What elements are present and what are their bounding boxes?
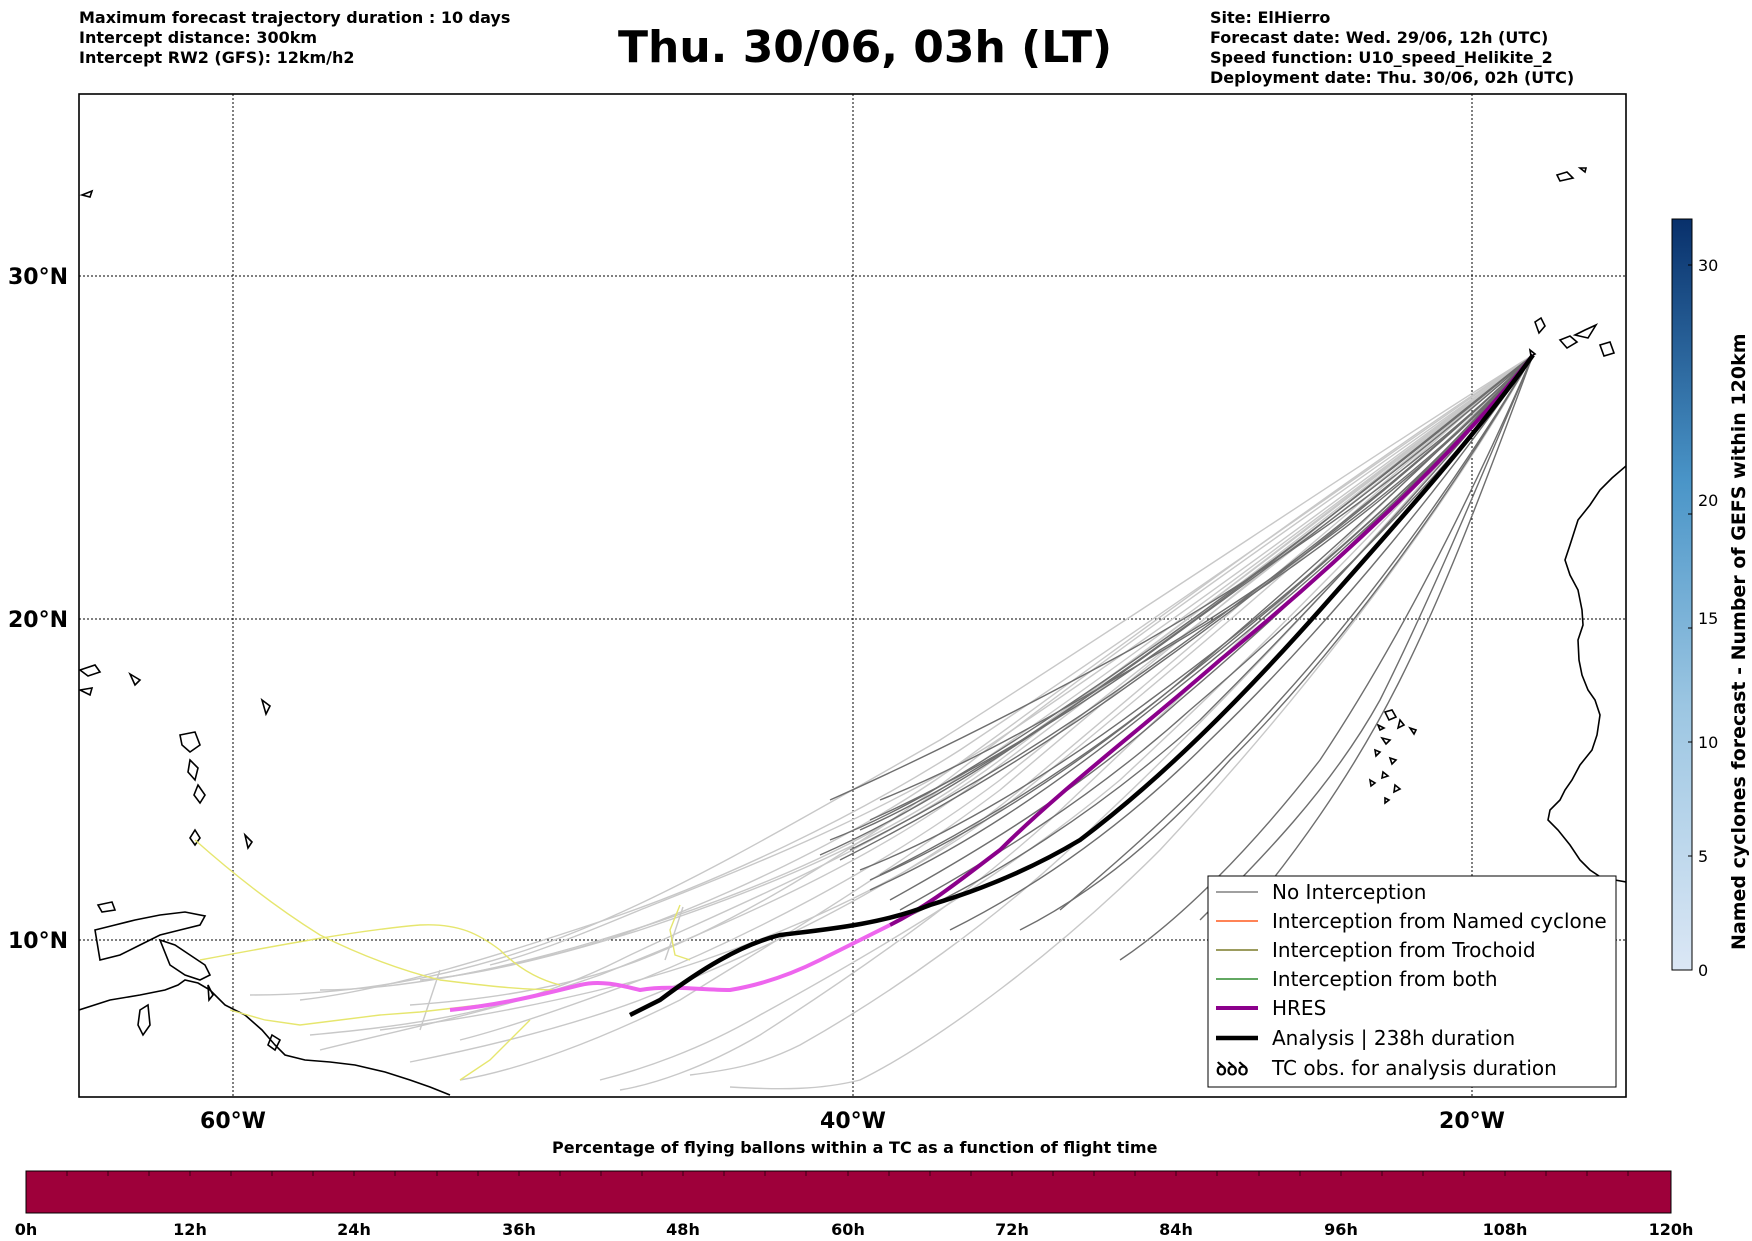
legend-item-tc-obs: TC obs. for analysis duration [1271, 1056, 1557, 1080]
hres-trajectory [889, 353, 1535, 927]
header-left-info: Maximum forecast trajectory duration : 1… [79, 8, 510, 68]
coastlines [79, 167, 1626, 1096]
lon-label-60w: 60°W [200, 1109, 266, 1134]
side-colorbar-tick-15: 15 [1698, 609, 1718, 628]
legend-item-no-interception: No Interception [1272, 880, 1426, 904]
side-colorbar-tick-30: 30 [1698, 256, 1718, 275]
bottom-colorbar-tick-24h: 24h [337, 1220, 371, 1239]
tc-obs-symbol-icon: ꝺꝺꝺ [1216, 1059, 1249, 1080]
header-right-info: Site: ElHierro Forecast date: Wed. 29/06… [1210, 8, 1574, 88]
max-duration-text: Maximum forecast trajectory duration : 1… [79, 8, 511, 27]
legend-item-named-cyclone: Interception from Named cyclone [1272, 909, 1607, 933]
bottom-colorbar-tick-48h: 48h [666, 1220, 700, 1239]
analysis-trajectory [628, 353, 1535, 1018]
side-colorbar: 0 5 10 15 20 30 Named cyclones forecast … [1671, 218, 1750, 980]
ensemble-trajectories-light [249, 354, 1534, 1091]
side-colorbar-tick-20: 20 [1698, 491, 1718, 510]
legend-item-trochoid: Interception from Trochoid [1272, 938, 1536, 962]
map-legend: ꝺꝺꝺ No Interception Interception from Na… [1207, 875, 1617, 1088]
side-colorbar-tick-5: 5 [1698, 847, 1708, 866]
bottom-colorbar-tick-72h: 72h [995, 1220, 1029, 1239]
forecast-date-text: Forecast date: Wed. 29/06, 12h (UTC) [1210, 28, 1549, 47]
legend-item-analysis: Analysis | 238h duration [1272, 1026, 1515, 1050]
bottom-colorbar-tick-120h: 120h [1649, 1220, 1694, 1239]
page-title: Thu. 30/06, 03h (LT) [618, 22, 1113, 73]
ensemble-trajectories-yellow [194, 839, 691, 1081]
lat-label-10n: 10°N [8, 929, 68, 954]
intercept-distance-text: Intercept distance: 300km [79, 28, 318, 47]
site-text: Site: ElHierro [1210, 8, 1331, 27]
deployment-date-text: Deployment date: Thu. 30/06, 02h (UTC) [1210, 68, 1575, 87]
legend-item-hres: HRES [1272, 996, 1326, 1020]
bottom-colorbar: 0h 12h 24h 36h 48h 60h 72h 84h 96h 108h … [15, 1170, 1694, 1239]
map-frame [78, 93, 1627, 1098]
lon-label-20w: 20°W [1439, 1109, 1505, 1134]
hres-trajectory-pink [449, 923, 891, 1012]
bottom-colorbar-tick-60h: 60h [831, 1220, 865, 1239]
bottom-colorbar-tick-108h: 108h [1483, 1220, 1528, 1239]
side-colorbar-tick-10: 10 [1698, 733, 1718, 752]
lat-label-30n: 30°N [8, 265, 68, 290]
bottom-colorbar-tick-96h: 96h [1324, 1220, 1358, 1239]
side-colorbar-title: Named cyclones forecast - Number of GEFS… [1728, 333, 1750, 950]
speed-function-text: Speed function: U10_speed_Helikite_2 [1210, 48, 1553, 67]
bottom-colorbar-tick-12h: 12h [173, 1220, 207, 1239]
bottom-colorbar-tick-84h: 84h [1159, 1220, 1193, 1239]
lat-label-20n: 20°N [8, 608, 68, 633]
intercept-rw2-text: Intercept RW2 (GFS): 12km/h2 [79, 48, 355, 67]
bottom-colorbar-tick-0h: 0h [15, 1220, 38, 1239]
side-colorbar-tick-0: 0 [1698, 961, 1708, 980]
lon-label-40w: 40°W [820, 1109, 886, 1134]
legend-item-both: Interception from both [1272, 967, 1498, 991]
bottom-colorbar-title: Percentage of flying ballons within a TC… [552, 1138, 1158, 1157]
bottom-colorbar-tick-36h: 36h [502, 1220, 536, 1239]
